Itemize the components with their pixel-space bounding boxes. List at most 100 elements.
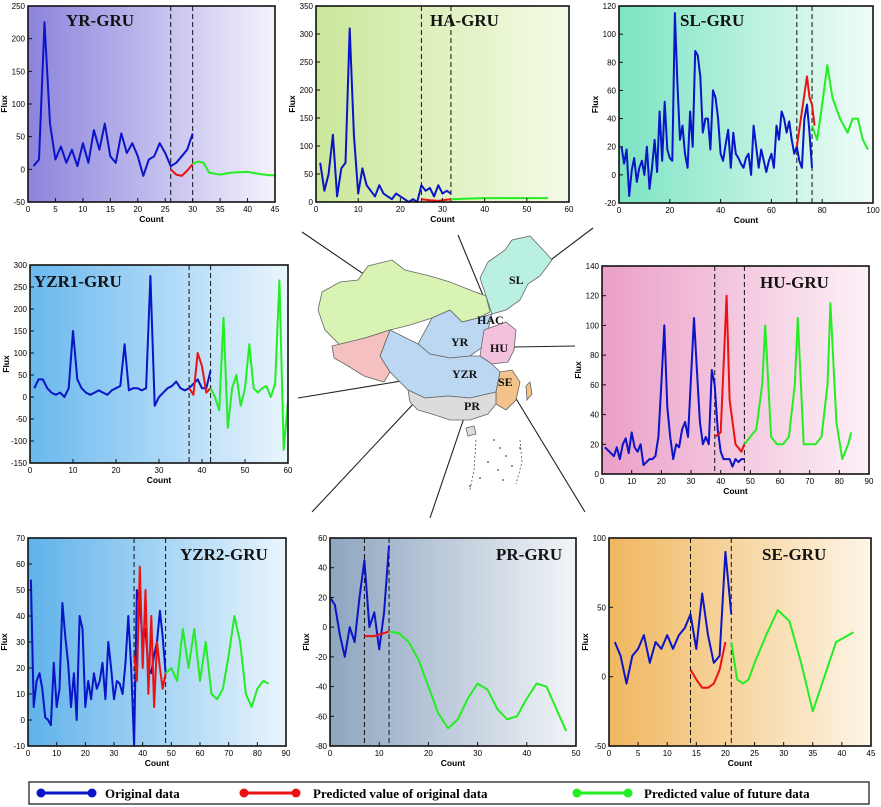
series-predicted-future [743,302,853,461]
x-tick-label: 0 [617,206,622,215]
x-tick-label: 35 [216,205,225,214]
x-tick-label: 30 [779,749,788,758]
x-tick-label: 25 [161,205,170,214]
series-original [319,27,452,203]
x-tick-label: 10 [627,477,636,486]
region-label-yzr: YZR [452,367,478,381]
x-tick-label: 15 [106,205,115,214]
x-tick-label: 60 [284,466,293,475]
x-tick-label: 20 [112,466,121,475]
x-axis-label: Count [139,214,164,224]
x-axis-label: Count [723,486,748,496]
region-label-pr: PR [464,399,480,413]
x-tick-label: 5 [53,205,58,214]
region-pr-shape [407,389,497,421]
series-predicted-future [450,197,548,201]
legend-item-predicted-original: Predicted value of original data [239,786,488,801]
x-tick-label: 60 [565,205,574,214]
plot-background [609,538,871,746]
y-tick-label: 0 [23,393,28,402]
y-tick-label: 0 [612,171,617,180]
y-tick-label: 60 [16,560,25,569]
y-tick-label: 0 [21,165,26,174]
legend-marker [87,788,97,798]
region-label-hac: HAC [477,313,504,327]
plot-background [30,265,288,463]
south-sea-islands [469,439,521,487]
region-label-yr: YR [451,335,469,349]
x-tick-label: 45 [271,205,280,214]
chart-hu: 0 10 20 30 40 50 60 70 80 90 0 20 40 60 80 100 120 140 Cou… [573,262,874,496]
x-axis-label: Count [147,475,172,485]
y-tick-label: -20 [315,653,327,662]
x-tick-label: 40 [480,205,489,214]
series-predicted-original [133,565,167,708]
series-predicted-future [388,630,568,732]
x-tick-label: 50 [241,466,250,475]
x-tick-label: 70 [224,749,233,758]
x-tick-label: 35 [808,749,817,758]
legend-marker [623,788,633,798]
x-tick-label: 0 [26,205,31,214]
x-axis-label: Count [430,214,455,224]
x-axis-label: Count [734,215,759,225]
y-tick-label: 70 [16,534,25,543]
series-predicted-future [192,160,275,177]
south-sea-dashline [469,439,523,491]
y-axis-label: Flux [573,361,583,379]
legend: Original data Predicted value of origina… [28,781,870,805]
y-tick-label: -40 [315,683,327,692]
plot-frame [618,5,874,204]
legend-marker [36,788,46,798]
y-tick-label: 120 [603,2,617,11]
region-sw-shape [331,329,391,383]
y-tick-label: 50 [16,133,25,142]
hainan-shape [465,425,477,437]
y-tick-label: 0 [602,673,607,682]
x-tick-label: 40 [522,749,531,758]
y-tick-label: -80 [315,742,327,751]
x-tick-label: 30 [473,749,482,758]
x-tick-label: 40 [837,749,846,758]
plot-background [28,6,275,202]
series-original [613,550,733,685]
y-tick-label: 40 [607,115,616,124]
chart-title: YZR2-GRU [180,545,268,564]
y-tick-label: -100 [11,437,28,446]
series-predicted-original [188,352,212,396]
region-label-sl: SL [509,273,524,287]
y-tick-label: 40 [16,612,25,621]
x-tick-label: 5 [636,749,641,758]
y-axis-label: Flux [0,633,9,651]
y-tick-label: 20 [607,143,616,152]
y-tick-label: 50 [16,586,25,595]
x-tick-label: 0 [28,466,33,475]
x-tick-label: 10 [78,205,87,214]
y-axis-label: Flux [0,95,9,113]
x-tick-label: 30 [110,749,119,758]
x-tick-label: 40 [198,466,207,475]
x-tick-label: 60 [196,749,205,758]
x-tick-label: 80 [253,749,262,758]
x-tick-label: 60 [776,477,785,486]
y-tick-label: -20 [604,199,616,208]
x-tick-label: 10 [69,466,78,475]
y-tick-label: -150 [11,459,28,468]
series-predicted-future [209,279,289,451]
series-predicted-original [170,163,194,177]
chart-title: SL-GRU [680,11,744,30]
y-tick-label: 100 [14,349,28,358]
legend-marker [572,788,582,798]
chart-sl: 0 20 40 60 80 100-20020406080100120CountFluxS… [590,2,880,225]
region-labels: SL HAC YR HU YZR SE PR [451,273,524,413]
series-predicted-original [689,641,727,689]
x-tick-label: 15 [692,749,701,758]
x-tick-label: 10 [52,749,61,758]
x-tick-label: 0 [314,205,319,214]
x-tick-label: 20 [81,749,90,758]
series-predicted-original [714,294,746,453]
chart-title: PR-GRU [496,545,562,564]
x-tick-label: 20 [424,749,433,758]
legend-label-predicted-future: Predicted value of future data [644,786,810,801]
